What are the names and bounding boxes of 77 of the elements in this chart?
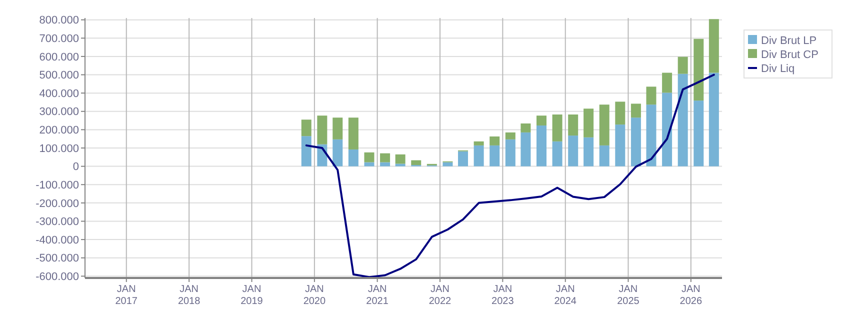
x-tick-label: JAN 2023 [492,284,514,307]
y-tick-label: 200.000 [39,124,79,137]
bar [536,116,546,126]
bar [301,120,312,136]
bar [536,125,546,166]
bar [646,86,656,105]
line-series [305,74,715,278]
y-tick-label: -200.000 [36,198,79,210]
x-tick-label: JAN 2025 [617,284,640,307]
bar [694,38,704,101]
bar [708,72,719,166]
x-tick-label: JAN 2019 [240,284,264,307]
bar [615,102,626,125]
bar [490,145,500,166]
x-tick-label: JAN 2017 [115,284,138,307]
bar [552,114,562,142]
bar [615,124,626,166]
bar [708,19,719,73]
bar [520,123,531,132]
bar [662,72,672,93]
x-tick-label: JAN 2020 [303,284,326,307]
y-tick-label: 500.000 [39,70,79,82]
bar [348,118,358,150]
y-tick-label: -600.000 [36,271,79,284]
bar [474,145,484,166]
bar [474,141,484,146]
bar [646,104,656,166]
bar [630,118,641,166]
bar [599,145,610,166]
bar [395,164,406,166]
bar [332,139,343,166]
y-tick-label: 0 [72,161,79,174]
x-tick-label: JAN 2022 [428,284,452,307]
y-tick-label: -300.000 [36,216,79,228]
y-tick-label: 100.000 [39,142,79,155]
bar [552,141,562,166]
bar [568,114,578,136]
bar [380,153,390,162]
bar [520,132,531,166]
legend-label: Div Brut CP [761,48,818,61]
y-tick-label: -400.000 [36,234,79,246]
bar [505,132,516,140]
x-tick-label: JAN 2024 [554,284,577,307]
bar [301,136,312,166]
y-tick-label: 400.000 [39,88,79,100]
bar [630,104,641,118]
bar [348,149,358,166]
bar [317,116,328,144]
bar [364,152,374,162]
y-tick-label: -500.000 [36,252,79,265]
legend-label: Div Liq [761,62,795,75]
bar [678,56,688,74]
x-tick-label: JAN 2021 [366,284,389,307]
bar [584,108,594,138]
y-tick-label: 800.000 [39,14,79,27]
bar [442,162,453,166]
bar [364,162,374,166]
x-tick-label: JAN 2018 [178,284,201,307]
bar [458,151,468,166]
bar [505,139,516,166]
bar [490,136,500,146]
bar [678,74,688,166]
bar [380,162,390,166]
bar [395,154,406,164]
bar [332,118,343,140]
bar [568,136,578,166]
x-tick-label: JAN 2026 [680,284,702,307]
bar [411,160,422,166]
y-tick-label: 700.000 [39,32,79,45]
y-tick-label: -100.000 [36,179,79,192]
bar [599,104,610,146]
legend-label: Div Brut LP [761,34,817,47]
bar [694,100,704,166]
bar [584,137,594,166]
y-tick-label: 600.000 [39,51,79,64]
y-tick-label: 300.000 [39,106,79,118]
bar [662,92,672,166]
